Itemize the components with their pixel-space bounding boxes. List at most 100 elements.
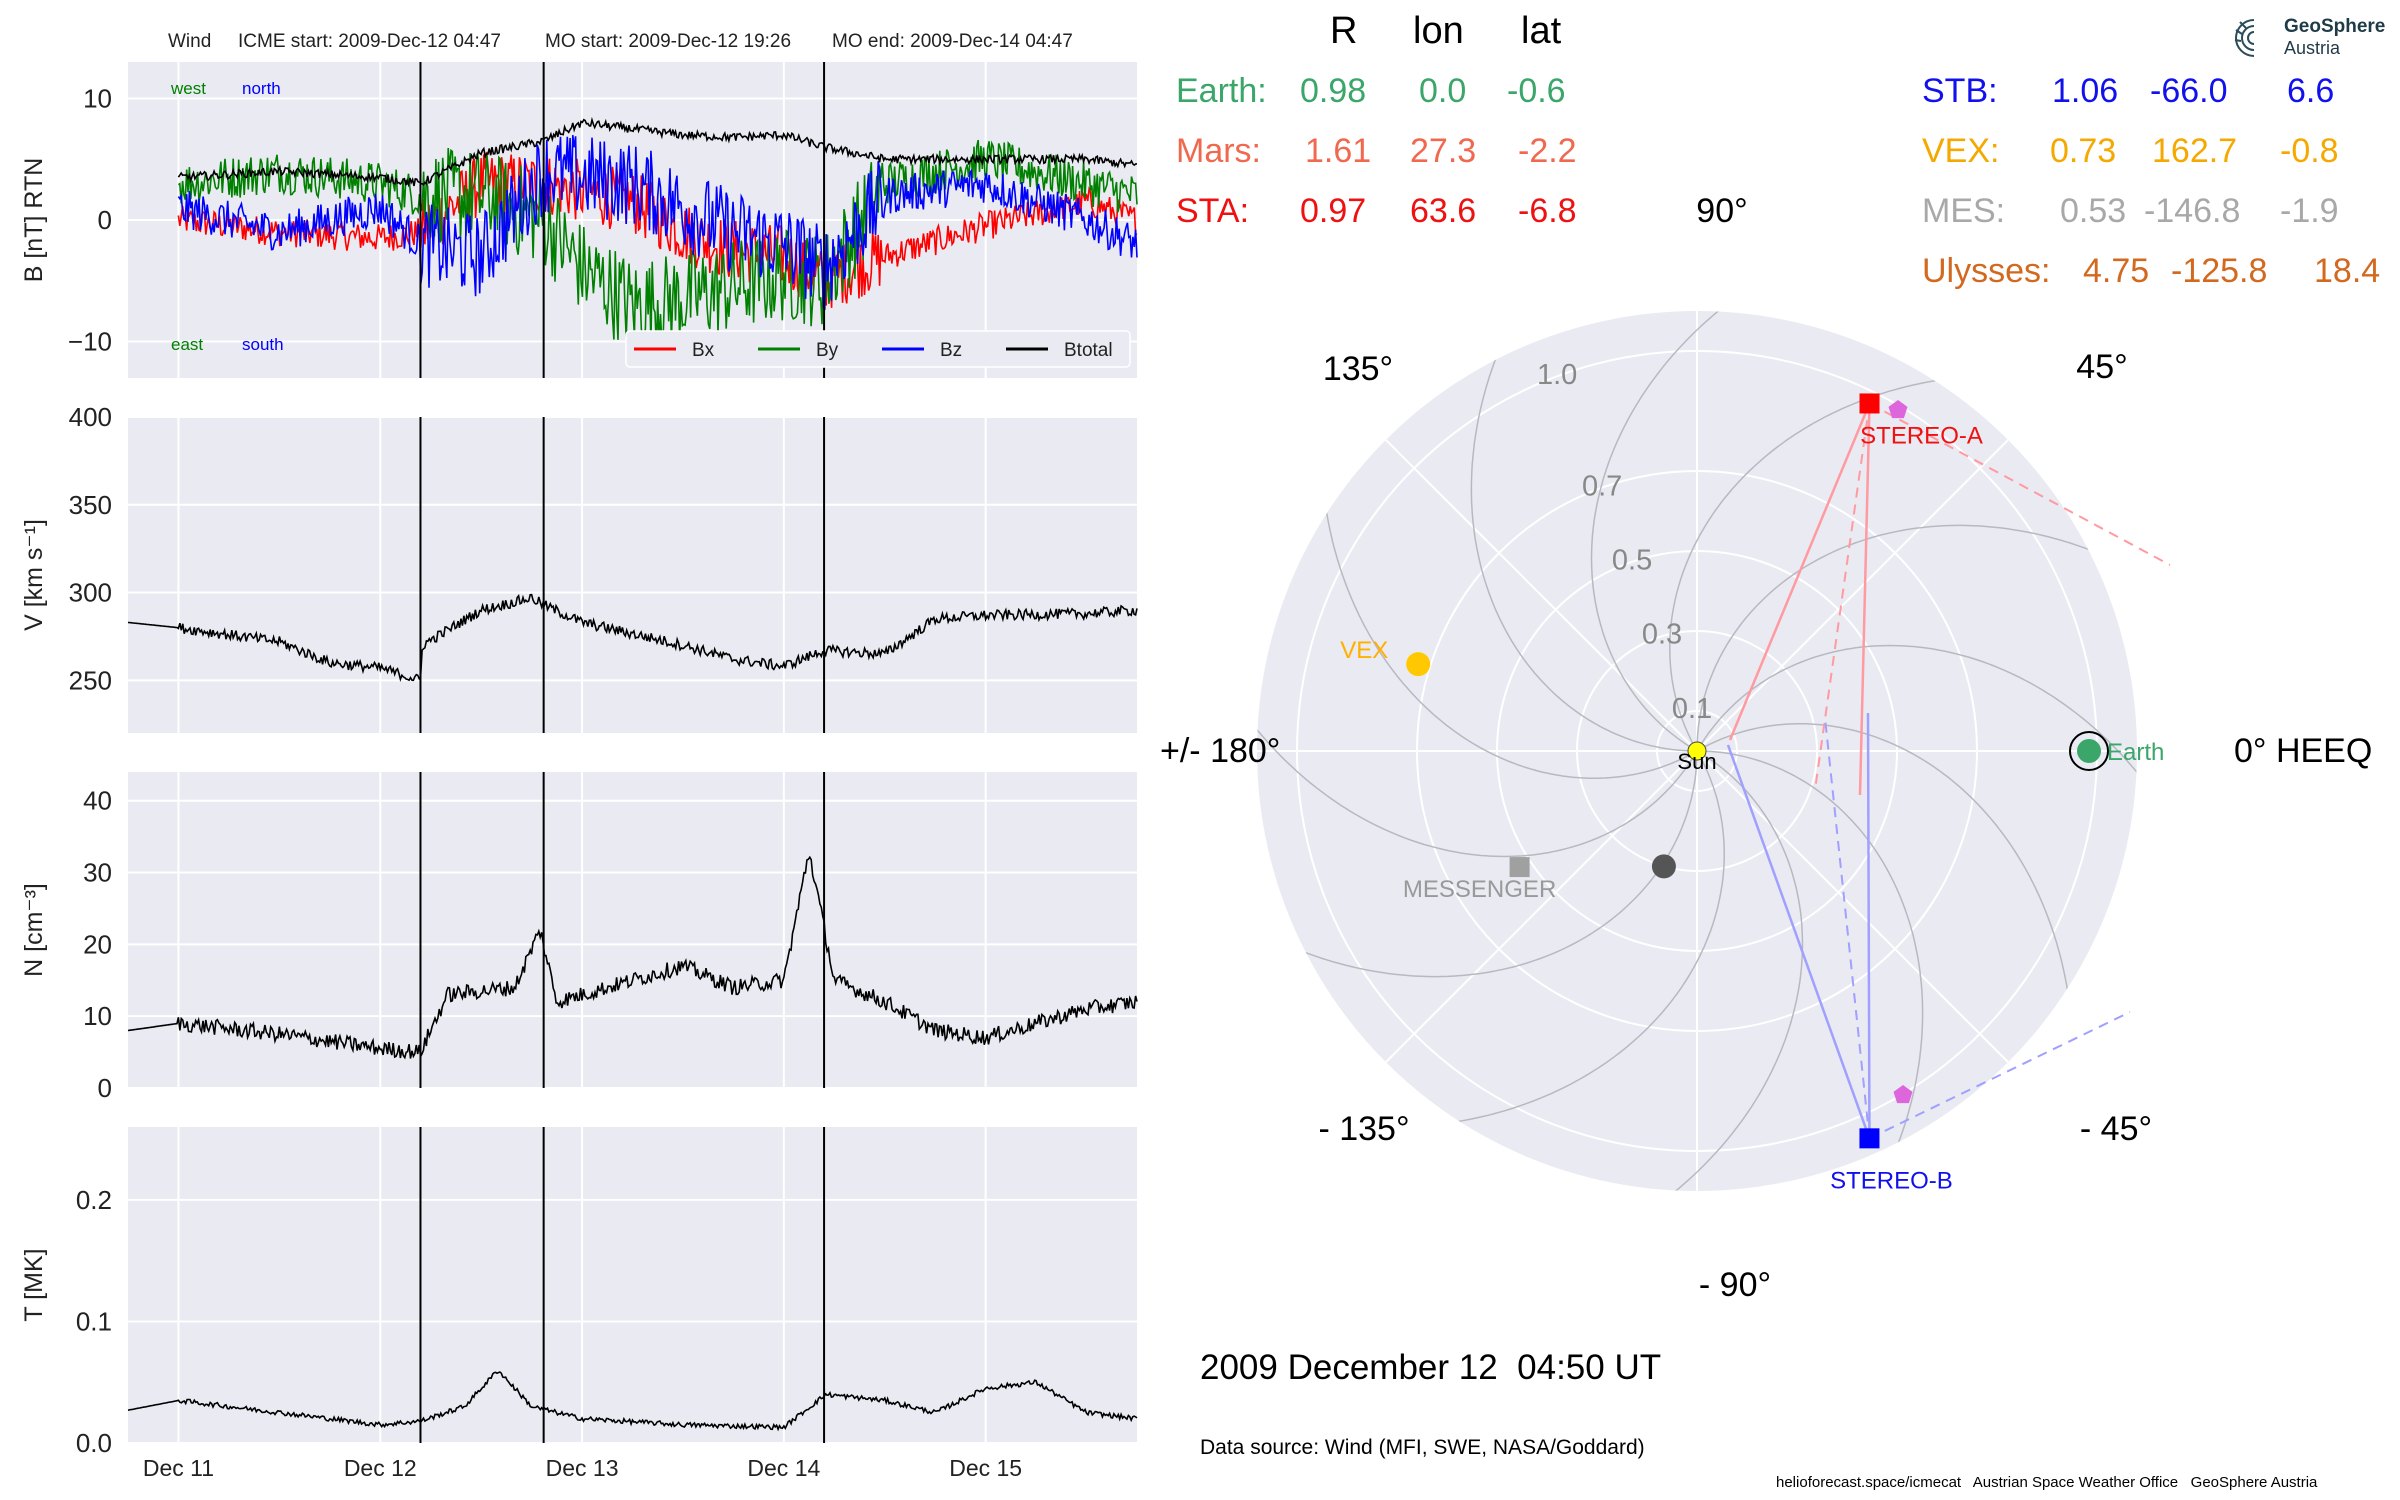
row-lat: 6.6	[2287, 72, 2335, 110]
mo-start-label: MO start: 2009-Dec-12 19:26	[545, 31, 792, 52]
sta-line	[1728, 402, 1871, 741]
y-tick-label: 0	[98, 205, 112, 235]
planet-marker-unnamed	[1651, 854, 1676, 879]
parker-spiral-line	[1257, 751, 1698, 978]
legend: Bx By Bz Btotal	[625, 330, 1131, 368]
angular-gridline	[1385, 750, 1698, 1063]
y-tick-label: 0.2	[76, 1185, 112, 1215]
earth-ring	[2069, 731, 2109, 771]
y-tick-label: 250	[69, 665, 112, 695]
y-tick-label: 10	[83, 1001, 112, 1031]
point-label-vex: VEX	[1340, 637, 1388, 664]
legend-label-bx: Bx	[692, 340, 715, 361]
timeseries-panel-2: 400 350 300 250 V [km s⁻¹]	[20, 402, 1138, 733]
radial-tick-label: 0.7	[1582, 470, 1622, 502]
row-lat: -0.8	[2280, 132, 2339, 170]
point-label-messenger: MESSENGER	[1403, 876, 1556, 903]
table-col-lon: lon	[1413, 10, 1464, 52]
x-tick-label: Dec 15	[949, 1455, 1022, 1481]
row-lon: 27.3	[1410, 132, 1477, 170]
row-lon: -146.8	[2144, 192, 2241, 230]
stb-line	[1726, 744, 1871, 1139]
y-tick-label: 400	[69, 402, 112, 432]
row-r: 0.97	[1300, 192, 1367, 230]
row-r: 1.06	[2052, 72, 2119, 110]
logo-line-1: GeoSphere	[2284, 16, 2386, 37]
table-col-r: R	[1330, 10, 1358, 52]
stereo-view-lines	[1726, 402, 2171, 1140]
y-tick-label: 0.1	[76, 1306, 112, 1336]
y-tick-label: 30	[83, 858, 112, 888]
x-tick-label: Dec 13	[546, 1455, 619, 1481]
y-tick-label: 350	[69, 490, 112, 520]
annotation-west: west	[170, 79, 206, 98]
x-tick-label: Dec 14	[747, 1455, 820, 1481]
angle-tick-label: 45°	[2076, 348, 2127, 386]
row-name: STA:	[1176, 192, 1250, 230]
marker-pentagon-a	[1888, 400, 1908, 419]
timeseries-panel-3: 40 30 20 10 0 N [cm⁻³]	[20, 772, 1138, 1103]
angle-tick-label: - 90°	[1699, 1266, 1771, 1304]
row-name: Ulysses:	[1922, 252, 2051, 290]
row-name: STB:	[1922, 72, 1998, 110]
row-lon: 63.6	[1410, 192, 1477, 230]
annotation-east: east	[171, 335, 203, 354]
row-r: 0.53	[2060, 192, 2127, 230]
row-r: 0.98	[1300, 72, 1367, 110]
parker-spiral-line	[1696, 723, 2074, 1050]
x-tick-label: Dec 11	[143, 1455, 214, 1481]
angular-gridline	[1696, 439, 2009, 752]
mo-end-label: MO end: 2009-Dec-14 04:47	[832, 31, 1073, 52]
row-lat: -0.6	[1507, 72, 1566, 110]
row-r: 4.75	[2083, 252, 2150, 290]
angle-tick-label: +/- 180°	[1160, 732, 1280, 770]
planet-marker-messenger	[1509, 857, 1530, 878]
angle-tick-label: - 45°	[2080, 1110, 2152, 1148]
y-tick-label: 20	[83, 929, 112, 959]
radial-tick-label: 1.0	[1537, 359, 1577, 391]
row-lon: 0.0	[1419, 72, 1467, 110]
series-line-data	[127, 855, 1138, 1060]
polar-plot: 0.1 0.3 0.5 0.7 1.0 90° 45° 0° HEEQ - 45° - 90° - …	[1160, 192, 2372, 1304]
logo-icon	[2234, 19, 2255, 57]
y-axis-label: T [MK]	[20, 1248, 48, 1321]
planet-marker-vex	[1406, 652, 1431, 677]
angular-gridline	[1385, 439, 1698, 752]
row-lon: 162.7	[2152, 132, 2238, 170]
parker-spiral-line	[1696, 524, 2137, 751]
x-tick-label: Dec 12	[344, 1455, 417, 1481]
row-r: 0.73	[2050, 132, 2117, 170]
timeseries-panel-4: 0.2 0.1 0.0 T [MK] Dec 11 Dec 12 Dec 13 Dec 14 D…	[20, 1127, 1138, 1481]
angle-tick-label: - 135°	[1318, 1110, 1409, 1148]
radial-tick-label: 0.1	[1672, 693, 1712, 725]
plot-background	[128, 1127, 1137, 1443]
sta-dashed-line	[1869, 402, 2171, 566]
spacecraft-label: Wind	[168, 31, 212, 52]
stb-dashed-line	[1869, 1011, 2131, 1140]
y-axis-label: V [km s⁻¹]	[20, 519, 48, 631]
angle-tick-label: 90°	[1696, 192, 1747, 230]
point-label-stereo-b: STEREO-B	[1830, 1167, 1953, 1194]
parker-spiral-line	[1697, 750, 1924, 1191]
y-axis-label: B [nT] RTN	[20, 158, 48, 283]
timeseries-panel-1: 10 0 −10 B [nT] RTN west north east south Bx By Bz…	[20, 62, 1138, 378]
planet-marker-earth	[2077, 739, 2101, 763]
legend-label-bz: Bz	[940, 340, 962, 361]
sta-dashed-line	[1814, 403, 1871, 791]
parker-spiral-line	[1626, 750, 1804, 1191]
series-line-by	[177, 139, 1138, 351]
row-name: Mars:	[1176, 132, 1261, 170]
radial-tick-label: 0.5	[1612, 545, 1652, 577]
row-lon: -125.8	[2171, 252, 2268, 290]
point-label-stereo-a: STEREO-A	[1860, 422, 1983, 449]
parker-spiral-line	[1590, 311, 1768, 752]
angle-tick-label: 0° HEEQ	[2234, 732, 2372, 770]
series-line-data	[127, 1371, 1138, 1432]
icme-start-label: ICME start: 2009-Dec-12 04:47	[238, 31, 501, 52]
row-name: VEX:	[1922, 132, 2000, 170]
angle-tick-label: 135°	[1323, 350, 1393, 388]
geosphere-logo: GeoSphere Austria	[2232, 14, 2392, 64]
planet-marker-sun	[1687, 741, 1707, 761]
series-line-btotal	[177, 116, 1138, 188]
